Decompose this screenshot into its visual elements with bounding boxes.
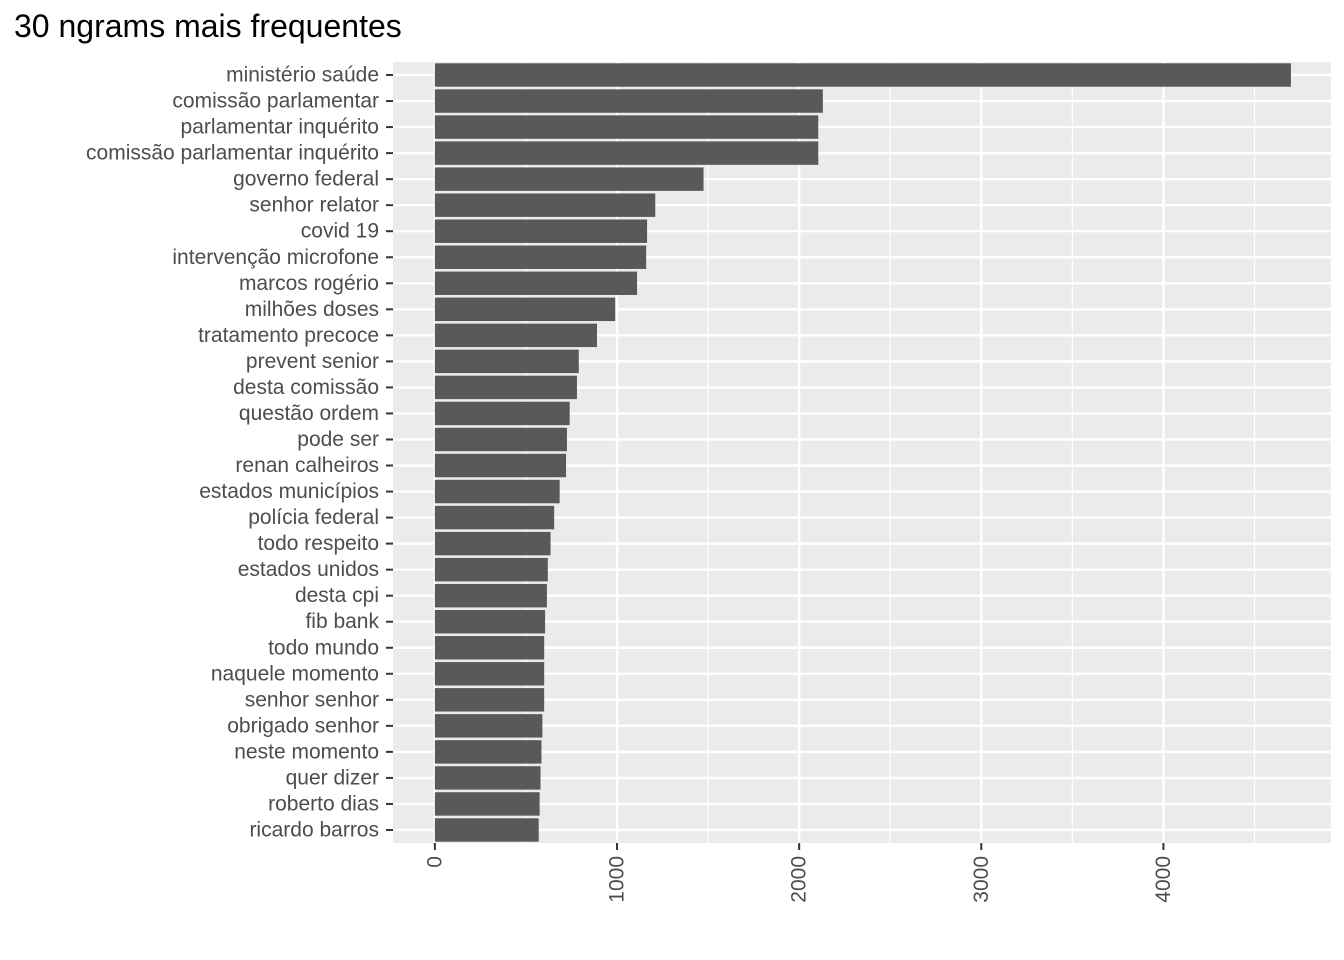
chart-title: 30 ngrams mais frequentes: [14, 8, 402, 44]
bar: [434, 219, 648, 243]
category-label: tratamento precoce: [198, 324, 379, 347]
plot-panel: [393, 62, 1331, 843]
category-label: desta cpi: [295, 584, 379, 607]
category-label: prevent senior: [246, 350, 379, 373]
category-label: estados unidos: [238, 558, 379, 581]
bar: [434, 297, 616, 322]
category-label: neste momento: [234, 740, 379, 763]
x-tick-label: 1000: [606, 856, 629, 903]
x-tick-label: 2000: [788, 856, 811, 903]
x-tick-label: 3000: [970, 856, 993, 903]
bar: [434, 740, 542, 764]
category-label: senhor senhor: [245, 688, 379, 711]
bar: [434, 792, 540, 816]
bar: [434, 427, 567, 452]
category-label: ricardo barros: [249, 818, 379, 841]
category-label: renan calheiros: [235, 454, 379, 477]
bar: [434, 167, 704, 191]
category-label: governo federal: [233, 168, 379, 191]
bar: [434, 193, 656, 217]
bar: [434, 479, 560, 504]
category-label: obrigado senhor: [227, 714, 379, 737]
bar: [434, 63, 1291, 87]
category-label: todo mundo: [268, 636, 379, 659]
category-label: roberto dias: [268, 792, 379, 815]
bar: [434, 531, 551, 556]
x-tick-label: 0: [423, 856, 446, 868]
category-label: comissão parlamentar inquérito: [86, 142, 379, 165]
bar: [434, 89, 823, 113]
bar: [434, 636, 545, 660]
bar: [434, 323, 597, 348]
bar: [434, 115, 819, 139]
x-axis: 0 1000 2000 3000 4000: [423, 843, 1175, 903]
grid-lines: [393, 62, 1331, 843]
category-label: estados municípios: [199, 480, 379, 503]
bar: [434, 375, 577, 400]
category-label: intervenção microfone: [172, 246, 379, 269]
bar: [434, 141, 819, 165]
category-label: questão ordem: [239, 402, 379, 425]
x-tick-label: 4000: [1152, 856, 1175, 903]
category-label: comissão parlamentar: [172, 90, 379, 113]
bar: [434, 766, 541, 790]
bar: [434, 714, 543, 738]
category-label: covid 19: [301, 220, 379, 243]
bar: [434, 662, 545, 686]
bar: [434, 610, 546, 634]
bar: [434, 453, 567, 478]
category-label: parlamentar inquérito: [181, 116, 379, 139]
category-label: naquele momento: [211, 662, 379, 685]
category-label: quer dizer: [286, 766, 379, 789]
bars: [434, 63, 1291, 842]
bar: [434, 583, 547, 608]
bar: [434, 401, 570, 426]
category-label: senhor relator: [249, 194, 379, 217]
bar: [434, 505, 555, 530]
category-label: pode ser: [297, 428, 379, 451]
bar: [434, 818, 539, 842]
category-label: todo respeito: [258, 532, 379, 555]
bar: [434, 349, 579, 374]
category-label: marcos rogério: [239, 272, 379, 295]
category-label: milhões doses: [245, 298, 379, 321]
category-label: desta comissão: [233, 376, 379, 399]
y-axis: ministério saúde comissão parlamentar parl…: [86, 64, 393, 841]
bar: [434, 557, 548, 582]
category-label: ministério saúde: [226, 64, 379, 87]
category-label: polícia federal: [248, 506, 379, 529]
bar: [434, 688, 545, 712]
bar: [434, 271, 638, 295]
category-label: fib bank: [305, 610, 379, 633]
bar: [434, 245, 647, 269]
